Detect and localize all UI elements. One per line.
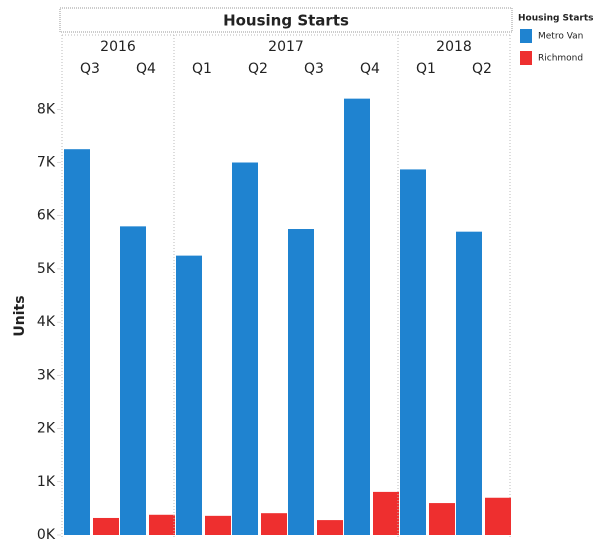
bar — [317, 520, 343, 535]
bar — [261, 513, 287, 535]
bar — [373, 491, 399, 535]
bar — [64, 149, 90, 536]
bar — [232, 162, 258, 535]
x-tick-label: Q4 — [360, 61, 380, 77]
bar — [205, 515, 231, 535]
y-tick-label: 6K — [37, 208, 56, 224]
y-axis-label: Units — [12, 295, 28, 336]
y-tick-label: 3K — [37, 367, 56, 383]
y-tick-label: 1K — [37, 474, 56, 490]
y-tick-label: 8K — [37, 101, 56, 117]
x-tick-label: Q1 — [192, 61, 212, 77]
x-tick-label: Q3 — [304, 61, 324, 77]
bar — [400, 169, 426, 536]
bar — [149, 514, 175, 535]
x-tick-label: Q2 — [472, 61, 492, 77]
x-tick-label: Q2 — [248, 61, 268, 77]
x-tick-label: Q3 — [80, 61, 100, 77]
bar — [93, 517, 119, 535]
legend-title: Housing Starts — [518, 14, 594, 24]
bar — [485, 497, 511, 535]
bar — [456, 231, 482, 535]
title-box — [59, 7, 513, 33]
legend-label: Richmond — [538, 54, 583, 64]
bar — [176, 255, 202, 535]
x-group-label: 2016 — [100, 39, 136, 55]
x-group-label: 2018 — [436, 39, 472, 55]
bar — [288, 229, 314, 535]
y-tick-label: 2K — [37, 421, 56, 437]
y-tick-label: 0K — [37, 527, 56, 539]
legend-swatch — [520, 29, 532, 43]
y-tick-label: 4K — [37, 314, 56, 330]
x-tick-label: Q4 — [136, 61, 156, 77]
legend-swatch — [520, 51, 532, 65]
y-tick-label: 5K — [37, 261, 56, 277]
bar — [344, 98, 370, 536]
bar — [429, 503, 455, 535]
x-tick-label: Q1 — [416, 61, 436, 77]
bar — [120, 226, 146, 535]
y-tick-label: 7K — [37, 155, 56, 171]
legend-label: Metro Van — [538, 32, 583, 42]
x-group-label: 2017 — [268, 39, 304, 55]
chart-title: Housing Starts — [223, 12, 349, 30]
